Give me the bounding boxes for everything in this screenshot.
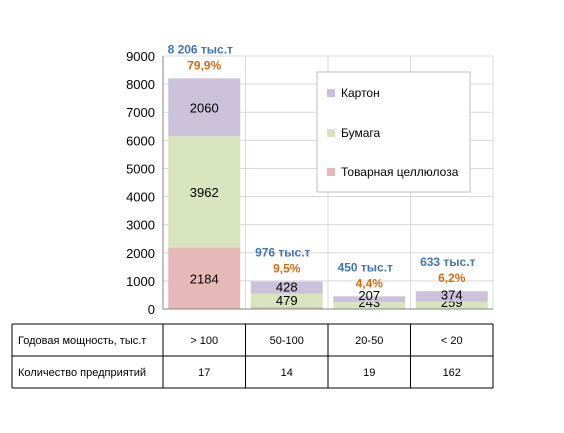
data-label: 428 bbox=[276, 280, 298, 295]
data-label: 374 bbox=[441, 288, 463, 303]
share-label: 9,5% bbox=[273, 262, 301, 276]
share-label: 79,9% bbox=[187, 58, 221, 72]
total-label: 976 тыс.т bbox=[255, 246, 310, 260]
legend-entry: Картон bbox=[341, 86, 380, 100]
y-tick-label: 7000 bbox=[126, 105, 155, 120]
legend-entry: Бумага bbox=[341, 126, 381, 140]
bar-segment bbox=[415, 301, 488, 309]
legend-swatch bbox=[327, 129, 335, 137]
data-label: 479 bbox=[276, 293, 298, 308]
table-cell: 162 bbox=[443, 367, 461, 379]
table-row-header: Количество предприятий bbox=[18, 367, 146, 379]
total-label: 450 тыс.т bbox=[338, 260, 393, 274]
table-cell: 19 bbox=[363, 367, 375, 379]
bar-segment bbox=[415, 291, 488, 302]
y-tick-label: 6000 bbox=[126, 133, 155, 148]
total-label: 8 206 тыс.т bbox=[168, 42, 233, 56]
legend-swatch bbox=[327, 89, 335, 97]
data-label: 2184 bbox=[190, 271, 219, 286]
table-cell: > 100 bbox=[190, 335, 218, 347]
y-tick-label: 4000 bbox=[126, 190, 155, 205]
share-label: 4,4% bbox=[356, 276, 384, 290]
bar-segment bbox=[168, 136, 241, 248]
legend-box bbox=[316, 71, 471, 193]
bar-segment bbox=[250, 307, 323, 309]
bar-segment bbox=[250, 281, 323, 294]
table-cell: < 20 bbox=[441, 335, 463, 347]
table-cell: 14 bbox=[281, 367, 293, 379]
share-label: 6,2% bbox=[438, 271, 466, 285]
table-cell: 20-50 bbox=[355, 335, 383, 347]
data-label: 2060 bbox=[190, 100, 219, 115]
bar-segment bbox=[168, 78, 241, 137]
legend-swatch bbox=[327, 168, 335, 176]
bar-segment bbox=[333, 296, 406, 303]
bar-segment bbox=[250, 293, 323, 308]
y-tick-label: 3000 bbox=[126, 218, 155, 233]
y-tick-label: 0 bbox=[148, 302, 155, 317]
y-tick-label: 1000 bbox=[126, 274, 155, 289]
legend-entry: Товарная целлюлоза bbox=[341, 165, 459, 179]
y-tick-label: 2000 bbox=[126, 246, 155, 261]
data-label: 3962 bbox=[190, 185, 219, 200]
table-row-header: Годовая мощность, тыс.т bbox=[18, 335, 146, 347]
data-label: 207 bbox=[358, 288, 380, 303]
total-label: 633 тыс.т bbox=[420, 255, 475, 269]
table-cell: 50-100 bbox=[270, 335, 304, 347]
bar-segment bbox=[168, 247, 241, 309]
table-cell: 17 bbox=[198, 367, 210, 379]
y-tick-label: 8000 bbox=[126, 77, 155, 92]
y-tick-label: 5000 bbox=[126, 161, 155, 176]
y-tick-label: 9000 bbox=[126, 49, 155, 64]
bar-segment bbox=[333, 302, 406, 309]
